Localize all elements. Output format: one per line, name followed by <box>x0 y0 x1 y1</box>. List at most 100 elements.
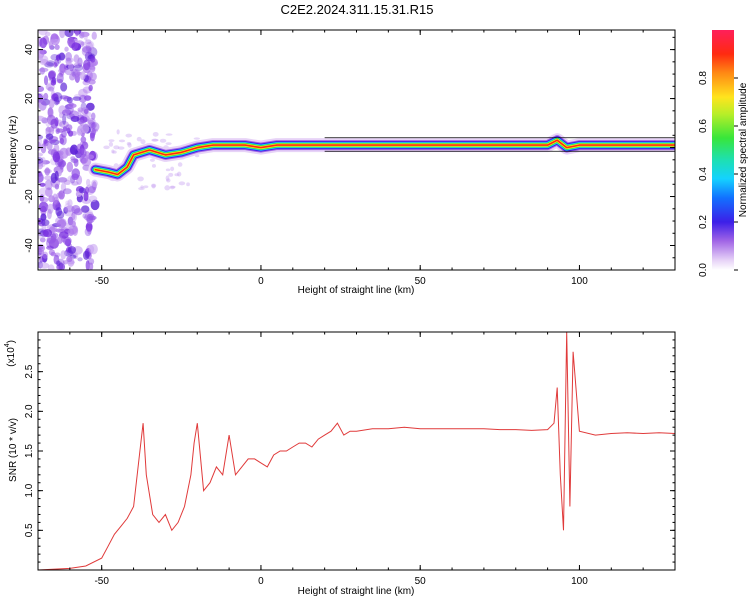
noise-blob <box>73 158 79 167</box>
snr-ytick-label: 2.0 <box>24 404 35 418</box>
noise-blob <box>82 213 87 219</box>
noise-blob <box>63 236 72 246</box>
noise-blob <box>59 30 66 39</box>
noise-speck <box>164 185 171 191</box>
noise-blob <box>73 64 83 72</box>
noise-blob <box>90 112 96 120</box>
noise-blob <box>67 63 74 70</box>
noise-blob <box>52 193 58 205</box>
noise-blob <box>41 160 51 165</box>
snr-ytick-label: 2.5 <box>24 364 35 378</box>
snr-xlabel: Height of straight line (km) <box>298 586 415 597</box>
noise-blob <box>44 62 55 68</box>
noise-blob <box>55 207 63 217</box>
spec-ytick-label: 40 <box>24 44 35 56</box>
noise-speck <box>103 145 110 150</box>
snr-ylabel: SNR (10 * v/v) <box>8 418 19 482</box>
noise-blob <box>56 72 64 84</box>
noise-blob <box>90 121 100 132</box>
noise-blob <box>48 139 56 144</box>
noise-blob <box>56 236 63 244</box>
noise-blob <box>80 136 87 143</box>
noise-blob <box>39 182 46 187</box>
noise-blob <box>46 245 54 250</box>
noise-blob <box>48 98 55 109</box>
noise-blob <box>73 62 83 69</box>
noise-blob <box>81 107 89 116</box>
noise-blob <box>89 65 96 70</box>
noise-blob <box>70 115 80 123</box>
noise-blob <box>45 127 55 133</box>
spectrogram-xlabel: Height of straight line (km) <box>298 285 415 296</box>
colorbar-ticks: 0.0 0.2 0.4 0.6 0.8 <box>698 71 738 277</box>
spec-ytick-label: -20 <box>24 189 35 204</box>
noise-speck <box>169 185 175 190</box>
noise-blob <box>89 121 97 129</box>
noise-blob <box>77 257 83 262</box>
noise-blob <box>80 123 90 134</box>
noise-blob <box>78 187 86 194</box>
spec-ytick-label: 20 <box>24 93 35 105</box>
noise-blob <box>86 213 96 224</box>
noise-blob <box>80 41 87 46</box>
noise-blob <box>48 71 56 81</box>
noise-blob <box>78 148 87 158</box>
noise-speck <box>125 133 133 138</box>
snr-xtick-label: 50 <box>415 576 427 587</box>
noise-blob <box>47 208 52 220</box>
noise-blob <box>56 219 67 229</box>
noise-blob <box>74 30 80 37</box>
noise-blob <box>87 119 95 129</box>
snr-series-line <box>37 331 676 571</box>
noise-blob <box>67 246 77 254</box>
noise-blob <box>53 96 60 106</box>
noise-blob <box>91 179 98 188</box>
figure-title: C2E2.2024.311.15.31.R15 <box>281 2 434 17</box>
noise-blob <box>80 205 90 213</box>
noise-speck <box>170 166 175 172</box>
noise-blob <box>50 54 59 61</box>
noise-blob <box>47 203 54 214</box>
noise-blob <box>70 156 76 161</box>
noise-blob <box>66 161 74 173</box>
spec-xtick-label: 0 <box>258 276 264 287</box>
noise-speck <box>127 142 132 148</box>
noise-blob <box>90 65 96 73</box>
noise-blob <box>91 122 96 130</box>
noise-speck <box>165 142 172 146</box>
noise-blob <box>39 67 46 75</box>
colorbar-tick-label: 0.0 <box>698 263 709 277</box>
snr-xtick-label: 0 <box>258 576 264 587</box>
noise-blob <box>90 55 96 63</box>
noise-speck <box>140 139 146 145</box>
noise-blob <box>60 182 67 193</box>
noise-speck <box>117 146 125 150</box>
noise-blob <box>38 115 45 121</box>
noise-blob <box>40 213 47 221</box>
noise-blob <box>51 34 56 40</box>
noise-blob <box>83 31 88 41</box>
noise-blob <box>40 143 47 154</box>
noise-blob <box>83 95 92 101</box>
noise-blob <box>87 223 92 235</box>
snr-ticks: -50 0 50 100 0.5 1.0 1.5 2.0 2.5 <box>24 332 676 587</box>
spectrogram-ticks: -50 0 50 100 -40 -20 0 20 40 <box>24 30 676 287</box>
noise-blob <box>65 200 70 206</box>
noise-blob <box>85 178 91 187</box>
noise-speck <box>151 163 157 168</box>
noise-blob <box>83 59 91 71</box>
noise-blob <box>86 154 95 160</box>
noise-blob <box>38 134 44 140</box>
noise-blob <box>38 156 44 165</box>
noise-blob <box>69 73 76 81</box>
noise-blob <box>66 57 74 63</box>
noise-blob <box>48 249 55 256</box>
noise-blob <box>89 243 98 255</box>
noise-blob <box>85 39 92 45</box>
noise-blob <box>44 167 51 176</box>
noise-blob <box>58 158 65 170</box>
noise-blob <box>57 177 68 183</box>
noise-blob <box>49 236 59 247</box>
noise-blob <box>67 199 73 208</box>
noise-speck <box>108 139 115 143</box>
